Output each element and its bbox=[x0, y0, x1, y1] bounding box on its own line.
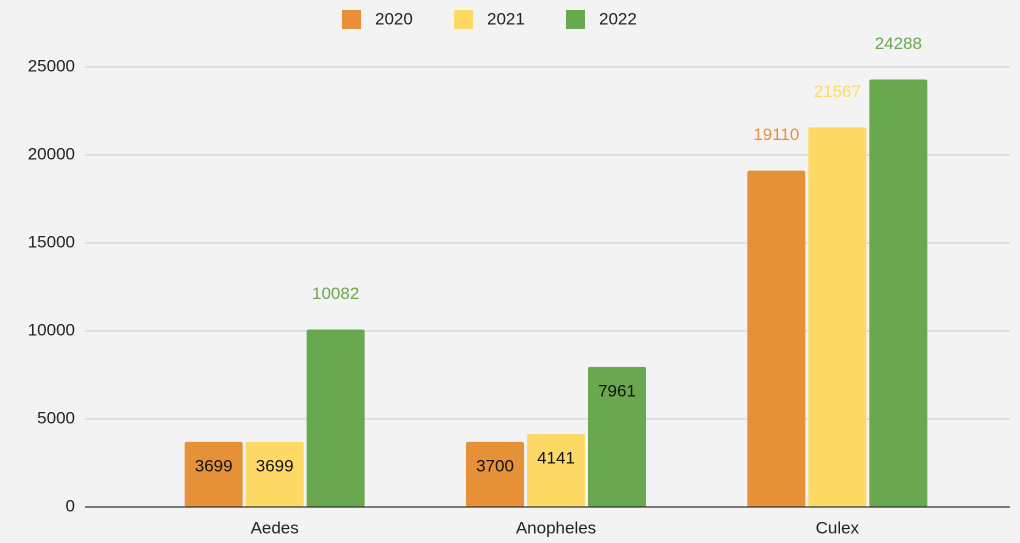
legend-swatch bbox=[566, 10, 585, 29]
x-tick-label: Aedes bbox=[251, 518, 299, 537]
data-label: 3699 bbox=[256, 456, 294, 475]
bar bbox=[869, 79, 928, 508]
bar bbox=[306, 329, 365, 507]
y-tick-label: 5000 bbox=[37, 408, 75, 427]
bar bbox=[184, 441, 243, 507]
legend-swatch bbox=[342, 10, 361, 29]
data-label: 21567 bbox=[814, 82, 861, 101]
y-tick-label: 15000 bbox=[28, 232, 75, 251]
bar bbox=[527, 434, 585, 507]
data-label: 7961 bbox=[598, 381, 636, 400]
bar bbox=[245, 441, 304, 507]
legend-swatch bbox=[454, 10, 473, 29]
data-label: 24288 bbox=[875, 34, 922, 53]
x-tick-label: Culex bbox=[816, 518, 860, 537]
x-tick-label: Anopheles bbox=[516, 518, 596, 537]
y-tick-label: 10000 bbox=[28, 320, 75, 339]
bar bbox=[808, 127, 867, 507]
bar bbox=[466, 441, 524, 507]
y-tick-label: 25000 bbox=[28, 56, 75, 75]
y-tick-label: 0 bbox=[66, 496, 75, 515]
legend-label: 2021 bbox=[487, 9, 525, 28]
bar bbox=[747, 170, 806, 507]
data-label: 3700 bbox=[476, 456, 514, 475]
legend-label: 2020 bbox=[375, 9, 413, 28]
legend-label: 2022 bbox=[599, 9, 637, 28]
data-label: 19110 bbox=[753, 125, 799, 144]
data-label: 10082 bbox=[312, 284, 359, 303]
data-label: 3699 bbox=[195, 456, 233, 475]
bar bbox=[588, 366, 646, 507]
data-label: 4141 bbox=[537, 449, 575, 468]
y-tick-label: 20000 bbox=[28, 144, 75, 163]
